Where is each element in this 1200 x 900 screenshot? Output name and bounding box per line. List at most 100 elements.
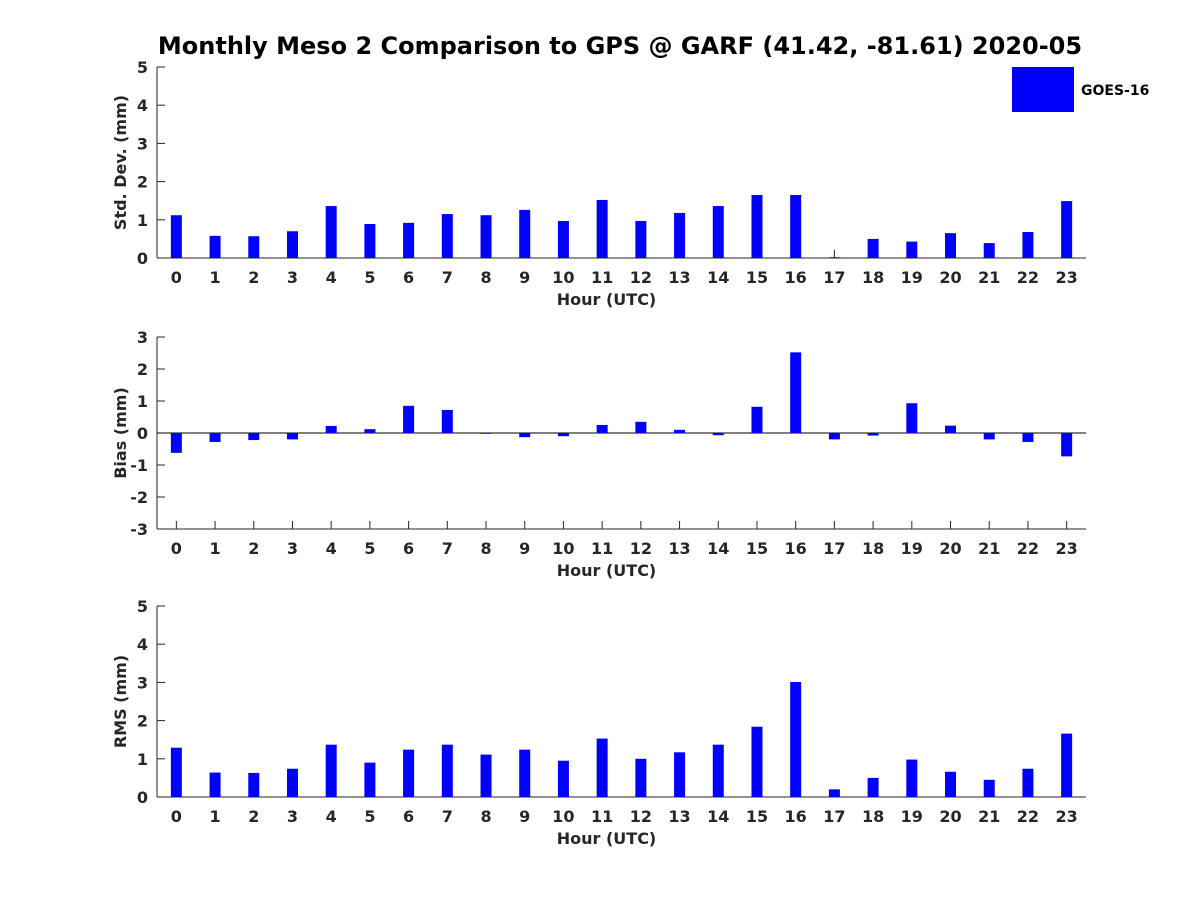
y-tick-label: 1 [137, 392, 148, 411]
bar [170, 747, 182, 797]
bar [674, 752, 686, 797]
y-tick-label: 3 [137, 328, 148, 347]
x-tick-label: 4 [326, 268, 337, 287]
y-tick-label: 4 [137, 96, 148, 115]
bar [170, 433, 182, 453]
bar [441, 409, 453, 433]
bar [325, 425, 337, 433]
x-tick-label: 11 [591, 539, 613, 558]
bar [403, 222, 415, 258]
y-tick-label: 0 [137, 424, 148, 443]
x-tick-label: 13 [668, 539, 690, 558]
x-tick-label: 7 [442, 807, 453, 826]
x-axis-label: Hour (UTC) [557, 290, 657, 309]
y-tick-label: 1 [137, 211, 148, 230]
x-tick-label: 21 [978, 268, 1000, 287]
x-tick-label: 20 [939, 539, 961, 558]
x-tick-label: 13 [668, 807, 690, 826]
x-tick-label: 16 [785, 539, 807, 558]
bar [983, 779, 995, 797]
x-tick-label: 6 [403, 268, 414, 287]
bar [325, 206, 337, 258]
x-tick-label: 18 [862, 539, 884, 558]
bar [828, 789, 840, 797]
x-tick-label: 2 [248, 539, 259, 558]
x-tick-label: 6 [403, 539, 414, 558]
x-tick-label: 22 [1017, 539, 1039, 558]
bar [906, 403, 918, 433]
bar [248, 433, 260, 441]
bar [751, 194, 763, 258]
y-axis-label: Std. Dev. (mm) [111, 95, 130, 230]
x-tick-label: 21 [978, 539, 1000, 558]
x-tick-label: 16 [785, 807, 807, 826]
bar [828, 257, 840, 259]
bar [209, 433, 221, 442]
x-tick-label: 1 [209, 807, 220, 826]
y-tick-label: 3 [137, 134, 148, 153]
x-tick-label: 5 [364, 807, 375, 826]
y-tick-label: -1 [130, 456, 148, 475]
y-tick-label: -2 [130, 488, 148, 507]
bar [248, 772, 260, 797]
bar [1061, 733, 1073, 797]
x-tick-label: 14 [707, 539, 729, 558]
x-tick-label: 19 [901, 268, 923, 287]
x-tick-label: 1 [209, 539, 220, 558]
bar [519, 209, 531, 258]
x-tick-label: 15 [746, 268, 768, 287]
bar [441, 744, 453, 797]
x-tick-label: 6 [403, 807, 414, 826]
x-tick-label: 2 [248, 807, 259, 826]
chart-title: Monthly Meso 2 Comparison to GPS @ GARF … [158, 32, 1082, 60]
bar [1022, 232, 1034, 258]
bar [1022, 433, 1034, 442]
x-tick-label: 11 [591, 268, 613, 287]
bar [712, 433, 724, 436]
x-tick-label: 5 [364, 539, 375, 558]
y-tick-label: 2 [137, 173, 148, 192]
x-tick-label: 19 [901, 807, 923, 826]
x-tick-label: 8 [480, 539, 491, 558]
bar [170, 215, 182, 258]
y-tick-label: -3 [130, 520, 148, 539]
y-tick-label: 5 [137, 58, 148, 77]
bar [403, 749, 415, 797]
bar [286, 433, 298, 440]
x-tick-label: 9 [519, 539, 530, 558]
bar [751, 726, 763, 797]
x-tick-label: 12 [630, 807, 652, 826]
bar [557, 220, 569, 258]
x-tick-label: 11 [591, 807, 613, 826]
x-tick-label: 3 [287, 539, 298, 558]
bar [790, 682, 802, 797]
x-tick-label: 22 [1017, 807, 1039, 826]
bar [945, 425, 957, 433]
bar [480, 433, 492, 434]
legend: GOES-16 [1012, 67, 1149, 112]
x-tick-label: 17 [823, 268, 845, 287]
x-tick-label: 3 [287, 807, 298, 826]
x-tick-label: 20 [939, 268, 961, 287]
x-tick-label: 7 [442, 539, 453, 558]
bar [480, 215, 492, 258]
x-tick-label: 15 [746, 807, 768, 826]
bar [945, 771, 957, 797]
x-tick-label: 0 [171, 539, 182, 558]
x-tick-label: 10 [552, 539, 574, 558]
y-tick-label: 1 [137, 750, 148, 769]
x-tick-label: 23 [1056, 539, 1078, 558]
bar [557, 433, 569, 437]
x-tick-label: 19 [901, 539, 923, 558]
y-axis-label: Bias (mm) [111, 387, 130, 479]
bar [364, 429, 376, 433]
bar [596, 425, 608, 433]
x-tick-label: 10 [552, 268, 574, 287]
x-tick-label: 0 [171, 807, 182, 826]
x-tick-label: 12 [630, 539, 652, 558]
legend-swatch [1012, 67, 1074, 112]
